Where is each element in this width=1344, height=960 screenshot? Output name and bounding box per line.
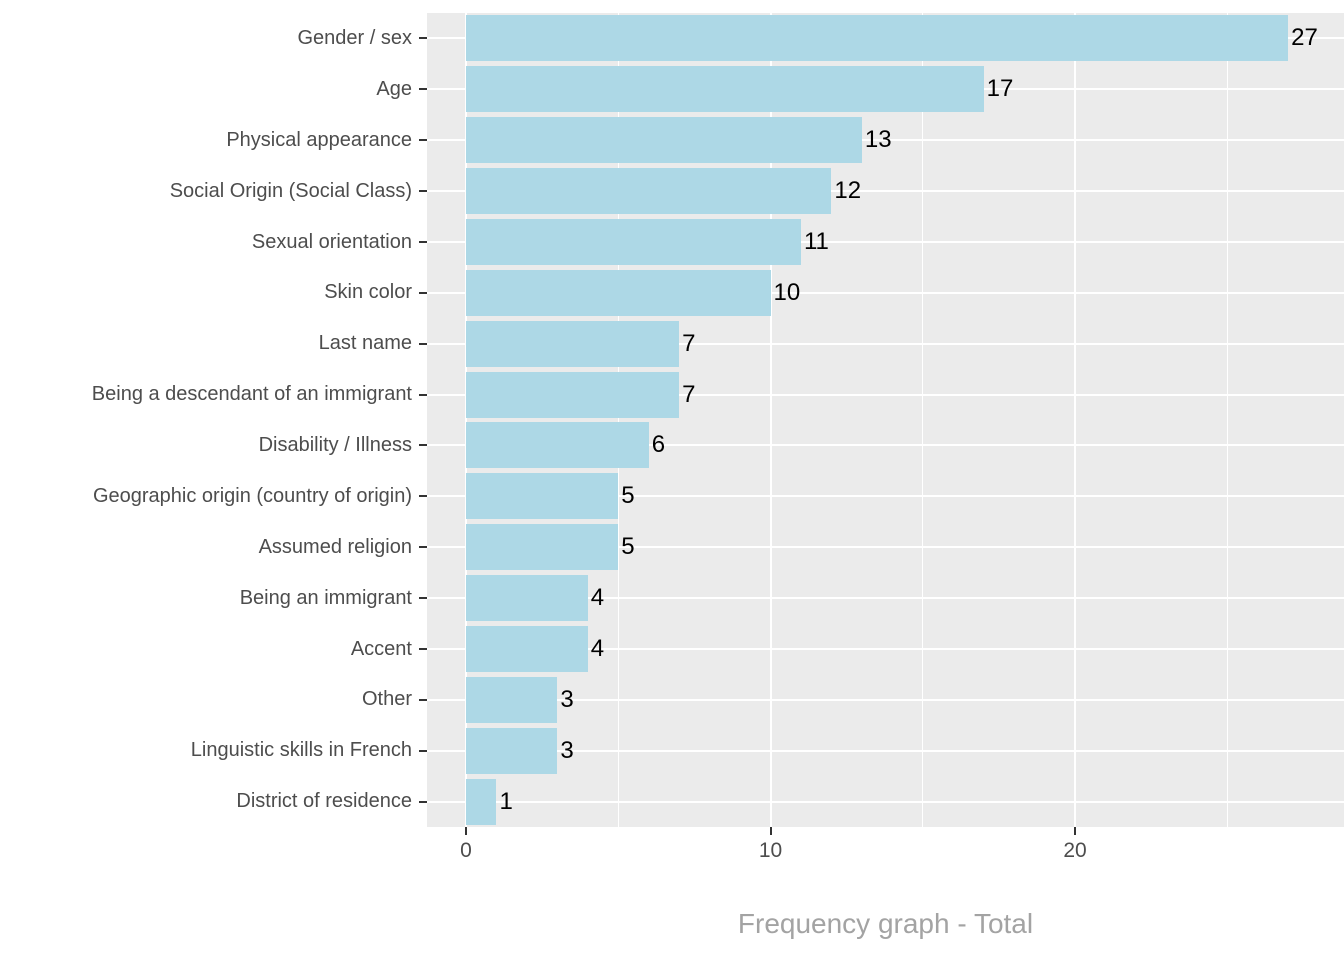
category-gridline xyxy=(427,444,1344,447)
bar xyxy=(466,168,832,215)
category-gridline xyxy=(427,698,1344,701)
y-axis-tick xyxy=(419,546,427,549)
bar xyxy=(466,422,649,469)
y-axis-label: Accent xyxy=(350,637,412,660)
y-axis-label: Other xyxy=(361,688,412,711)
y-axis-label: District of residence xyxy=(236,790,412,813)
minor-gridline xyxy=(617,13,619,827)
category-gridline xyxy=(427,240,1344,243)
y-axis-label: Physical appearance xyxy=(226,128,412,151)
y-axis-label: Social Origin (Social Class) xyxy=(169,179,412,202)
bar xyxy=(466,320,680,367)
category-gridline xyxy=(427,342,1344,345)
x-axis-tick xyxy=(769,827,772,835)
category-gridline xyxy=(427,139,1344,142)
category-gridline xyxy=(427,800,1344,803)
bar-value-label: 10 xyxy=(773,278,801,306)
bar xyxy=(466,727,558,774)
y-axis-tick xyxy=(419,749,427,752)
bar xyxy=(466,676,558,723)
y-axis-label: Sexual orientation xyxy=(251,230,412,253)
y-axis-tick xyxy=(419,342,427,345)
x-axis-tick xyxy=(465,827,467,835)
y-axis-tick xyxy=(419,698,427,701)
x-axis-tick-label: 20 xyxy=(1063,839,1087,862)
y-axis-label: Linguistic skills in French xyxy=(190,739,412,762)
y-axis-tick xyxy=(419,190,427,193)
y-axis-tick xyxy=(419,37,427,40)
x-axis-tick xyxy=(1074,827,1076,835)
bar xyxy=(466,269,771,316)
x-axis-tick-label: 10 xyxy=(758,839,783,862)
y-axis-tick xyxy=(419,444,427,447)
minor-gridline xyxy=(922,13,924,827)
category-gridline xyxy=(427,190,1344,193)
major-gridline xyxy=(769,13,772,827)
bar-value-label: 4 xyxy=(590,634,605,662)
bar-value-label: 1 xyxy=(499,787,513,815)
y-axis-tick xyxy=(419,88,427,91)
y-axis-label: Being an immigrant xyxy=(239,586,412,609)
y-axis-tick xyxy=(419,800,427,803)
x-axis-title: Frequency graph - Total xyxy=(737,908,1034,939)
bar-value-label: 6 xyxy=(651,431,666,459)
bar xyxy=(466,66,984,113)
y-axis-tick xyxy=(419,393,427,396)
y-axis-tick xyxy=(419,647,427,650)
bar xyxy=(466,575,588,622)
bar-value-label: 3 xyxy=(560,685,574,713)
bar-value-label: 5 xyxy=(621,533,635,561)
bar-value-label: 7 xyxy=(682,329,696,357)
y-axis-tick xyxy=(419,291,427,294)
y-axis-tick xyxy=(419,597,427,600)
bar-value-label: 27 xyxy=(1291,24,1318,52)
y-axis-label: Disability / Illness xyxy=(258,434,412,456)
y-axis-tick xyxy=(419,495,427,498)
bar xyxy=(466,371,680,418)
y-axis-label: Skin color xyxy=(324,281,412,304)
bar xyxy=(466,524,619,571)
bar-value-label: 3 xyxy=(560,736,574,764)
bar-value-label: 13 xyxy=(864,126,892,154)
bar-value-label: 17 xyxy=(986,75,1014,103)
y-axis-tick xyxy=(419,240,427,243)
category-gridline xyxy=(427,393,1344,396)
bar-value-label: 12 xyxy=(834,177,862,205)
bar-value-label: 4 xyxy=(590,584,605,612)
y-axis-label: Assumed religion xyxy=(258,535,412,558)
category-gridline xyxy=(427,546,1344,549)
y-axis-label: Gender / sex xyxy=(297,27,412,49)
x-axis-tick-label: 0 xyxy=(460,839,472,862)
bar xyxy=(466,778,497,825)
y-axis-label: Last name xyxy=(318,332,412,355)
bar xyxy=(466,625,588,672)
bar-value-label: 7 xyxy=(682,380,696,408)
bar xyxy=(466,15,1289,62)
category-gridline xyxy=(427,597,1344,600)
y-axis-label: Being a descendant of an immigrant xyxy=(91,383,412,406)
bar-value-label: 5 xyxy=(621,482,635,510)
major-gridline xyxy=(465,13,467,827)
category-gridline xyxy=(427,647,1344,650)
bar xyxy=(466,117,862,164)
minor-gridline xyxy=(1226,13,1228,827)
bar xyxy=(466,218,801,265)
y-axis-label: Age xyxy=(376,77,412,100)
y-axis-label: Geographic origin (country of origin) xyxy=(92,484,412,507)
y-axis-tick xyxy=(419,139,427,142)
bar xyxy=(466,473,619,520)
category-gridline xyxy=(427,495,1344,498)
category-gridline xyxy=(427,291,1344,294)
major-gridline xyxy=(1074,13,1076,827)
category-gridline xyxy=(427,749,1344,752)
bar-value-label: 11 xyxy=(803,227,829,255)
